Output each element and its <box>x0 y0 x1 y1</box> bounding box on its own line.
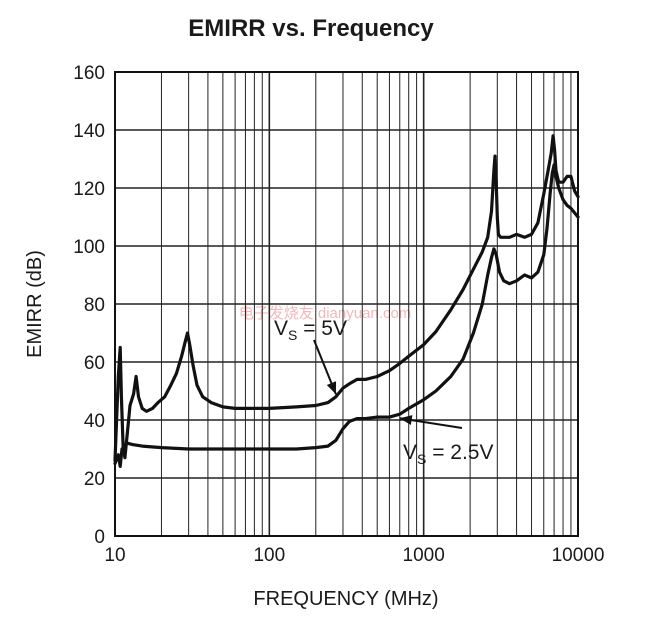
x-axis-label: FREQUENCY (MHz) <box>253 588 438 610</box>
annotation-vs-2p5v-prefix: V <box>403 441 417 464</box>
series-line-1 <box>113 163 580 468</box>
y-tick-label: 40 <box>84 411 105 432</box>
tick-labels: 10 100 1000 10000 0 20 40 60 80 100 120 140 160 <box>73 63 604 566</box>
watermark: 电子发烧友 dianyuan.com <box>239 305 412 322</box>
y-tick-label: 20 <box>84 469 105 490</box>
plot-frame <box>114 71 579 537</box>
y-axis-label: EMIRR (dB) <box>24 250 46 358</box>
arrow-vs-2p5v-head <box>399 415 413 426</box>
y-tick-label: 120 <box>73 179 105 200</box>
grid <box>115 72 578 536</box>
annotation-vs-5v-subscript: S <box>288 327 297 343</box>
annotation-vs-2p5v-suffix: = 2.5V <box>426 441 493 464</box>
annotation-vs-5v-prefix: V <box>274 317 288 340</box>
annotation-vs-2p5v-subscript: S <box>417 451 426 467</box>
x-tick-label: 10 <box>104 545 125 566</box>
y-tick-label: 100 <box>73 237 105 258</box>
x-tick-label: 10000 <box>552 545 605 566</box>
y-tick-label: 160 <box>73 63 105 84</box>
x-tick-label: 1000 <box>403 545 445 566</box>
series-line-0 <box>113 134 580 463</box>
y-tick-label: 80 <box>84 295 105 316</box>
annotation-vs-5v-suffix: = 5V <box>297 317 347 340</box>
annotation-vs-2p5v: VS = 2.5V <box>403 441 494 467</box>
y-tick-label: 0 <box>94 527 105 548</box>
y-tick-label: 140 <box>73 121 105 142</box>
arrow-vs-5v-head <box>326 381 337 395</box>
y-tick-label: 60 <box>84 353 105 374</box>
chart-title: EMIRR vs. Frequency <box>188 15 434 42</box>
curves <box>113 134 580 468</box>
annotation-arrows <box>313 339 463 429</box>
x-tick-label: 100 <box>253 545 285 566</box>
annotation-vs-5v: VS = 5V <box>274 317 347 343</box>
